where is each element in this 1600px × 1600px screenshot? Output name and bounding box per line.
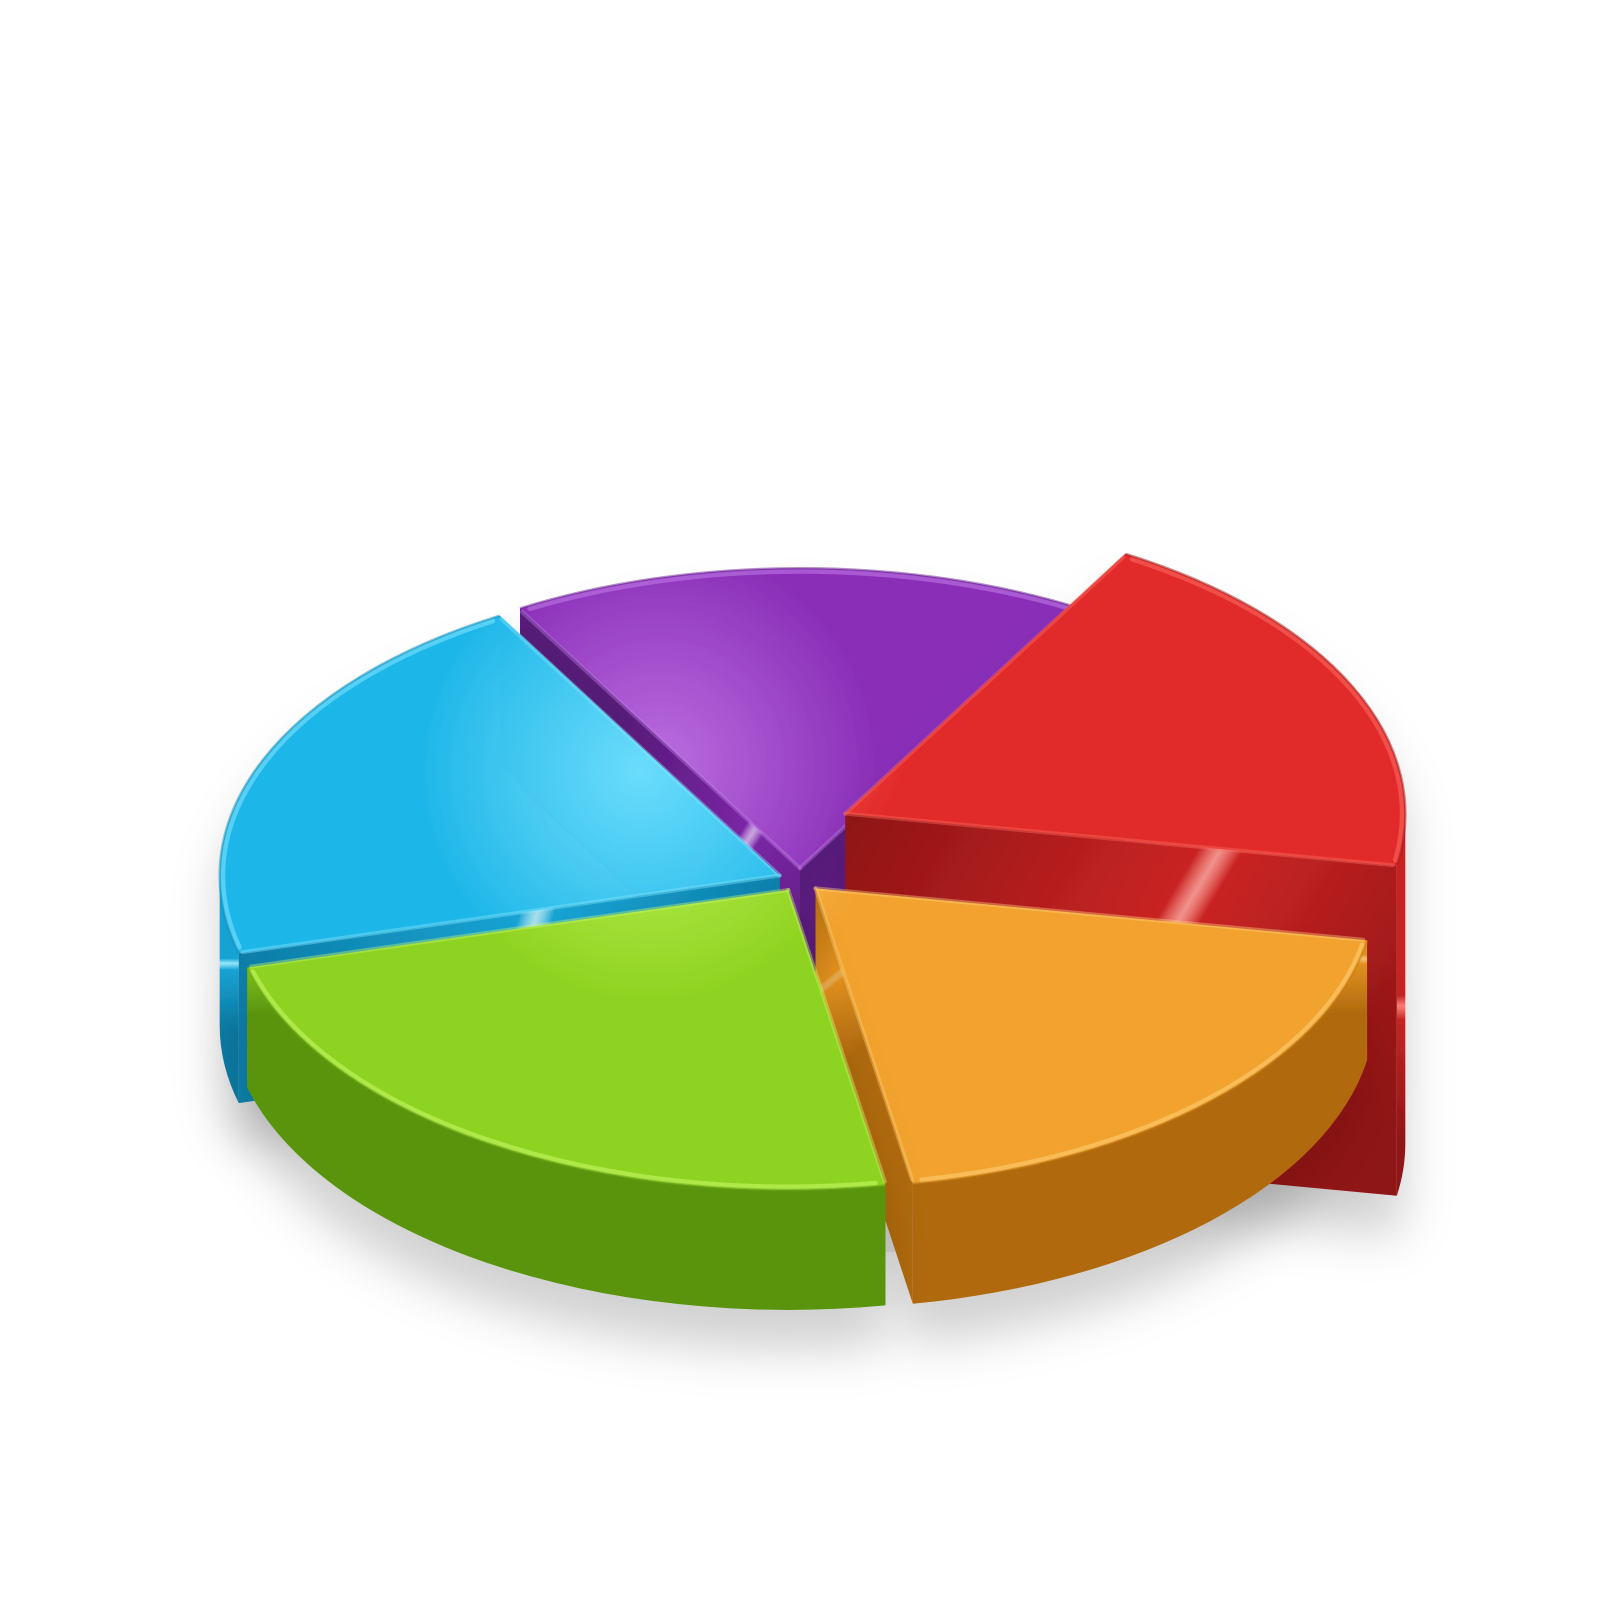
pie-slice-red-outer-wall: [1397, 814, 1406, 1196]
pie-slice-green: [247, 890, 885, 1310]
pie-chart-3d: [0, 0, 1600, 1600]
pie-slice-orange: [816, 888, 1367, 1303]
